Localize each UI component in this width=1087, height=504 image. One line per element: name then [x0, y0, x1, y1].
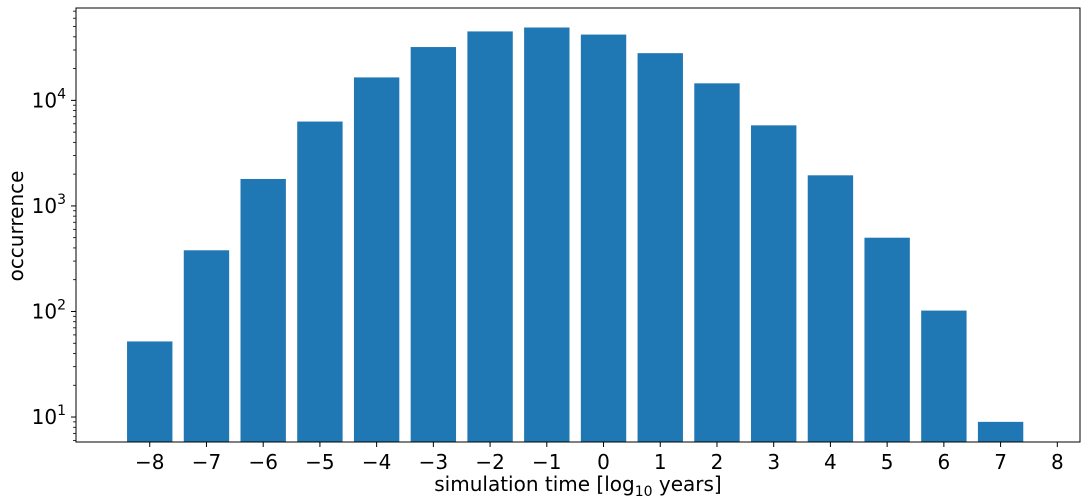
x-tick-label: 5	[881, 450, 894, 474]
bar	[353, 77, 400, 442]
y-tick-label: 102	[32, 297, 66, 323]
x-tick-label: −7	[192, 450, 221, 474]
x-tick-label: −4	[362, 450, 391, 474]
y-ticks: 101 102 103 104	[32, 86, 76, 429]
x-ticks: −8 −7 −6 −5 −4 −3 −2 −1 0 1 2 3 4 5 6 7 8	[135, 442, 1064, 474]
y-axis-label: occurrence	[4, 171, 28, 282]
x-axis-label: simulation time [log10 years]	[434, 472, 721, 500]
plot-frame	[75, 7, 1081, 443]
bar	[240, 178, 286, 443]
x-tick-label: 0	[597, 450, 610, 474]
bar	[127, 341, 173, 442]
bar	[410, 47, 457, 443]
x-tick-label: 2	[711, 450, 724, 474]
x-tick-label: −3	[419, 450, 448, 474]
bar	[467, 31, 513, 442]
x-tick-label: 7	[994, 450, 1007, 474]
x-tick-label: −6	[248, 450, 277, 474]
x-tick-label: 4	[824, 450, 837, 474]
x-tick-label: −2	[475, 450, 504, 474]
bar	[524, 27, 570, 442]
bar	[921, 310, 967, 442]
bar	[864, 237, 910, 442]
x-tick-label: 3	[767, 450, 780, 474]
bar	[183, 250, 230, 442]
x-tick-label: −5	[305, 450, 334, 474]
x-tick-label: −1	[532, 450, 561, 474]
y-tick-label: 104	[32, 86, 66, 112]
x-tick-label: 6	[937, 450, 950, 474]
bar	[297, 121, 343, 443]
bar	[751, 125, 797, 442]
bar	[694, 83, 740, 442]
bar	[807, 175, 854, 442]
x-tick-label: 1	[654, 450, 667, 474]
bar	[580, 34, 627, 442]
y-tick-label: 103	[32, 192, 66, 218]
x-tick-label: −8	[135, 450, 164, 474]
y-tick-label: 101	[32, 403, 66, 429]
x-tick-label: 8	[1051, 450, 1064, 474]
bar	[637, 53, 683, 443]
bar	[977, 421, 1024, 442]
bars-group	[127, 27, 1024, 443]
